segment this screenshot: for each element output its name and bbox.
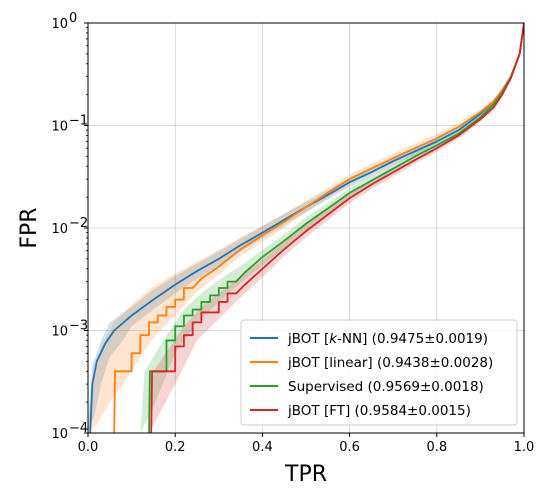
x-tick-label: 0.4	[252, 440, 273, 455]
legend-label-1: jBOT [k-NN] (0.9475±0.0019)	[287, 331, 488, 347]
legend-label-2: jBOT [linear] (0.9438±0.0028)	[287, 355, 493, 371]
x-tick-label: 1.0	[514, 440, 535, 455]
y-tick-label: 10	[51, 427, 68, 442]
x-tick-label: 0.6	[339, 440, 360, 455]
y-tick-exponent: −4	[69, 421, 88, 436]
line-series-4	[150, 23, 524, 433]
x-tick-label: 0.8	[426, 440, 447, 455]
legend-box	[240, 319, 518, 426]
y-tick-label: 10	[51, 325, 68, 340]
y-tick-exponent: 0	[69, 11, 77, 26]
y-tick-exponent: −3	[69, 319, 88, 334]
y-tick-label: 10	[51, 17, 68, 32]
legend-label-3: Supervised (0.9569±0.0018)	[288, 379, 484, 395]
y-tick-exponent: −2	[69, 216, 88, 231]
y-axis-label: FPR	[17, 207, 42, 248]
x-tick-label: 0.0	[78, 440, 99, 455]
legend: jBOT [k-NN] (0.9475±0.0019) jBOT [linear]…	[240, 319, 518, 426]
x-axis-label: TPR	[284, 462, 327, 487]
line-series-3	[148, 23, 524, 433]
y-tick-exponent: −1	[69, 114, 88, 129]
x-tick-label: 0.2	[165, 440, 186, 455]
y-tick-label: 10	[51, 120, 68, 135]
legend-label-4: jBOT [FT] (0.9584±0.0015)	[287, 403, 471, 419]
y-tick-label: 10	[51, 222, 68, 237]
line-series-2	[113, 23, 524, 433]
roc-curves	[89, 23, 524, 433]
